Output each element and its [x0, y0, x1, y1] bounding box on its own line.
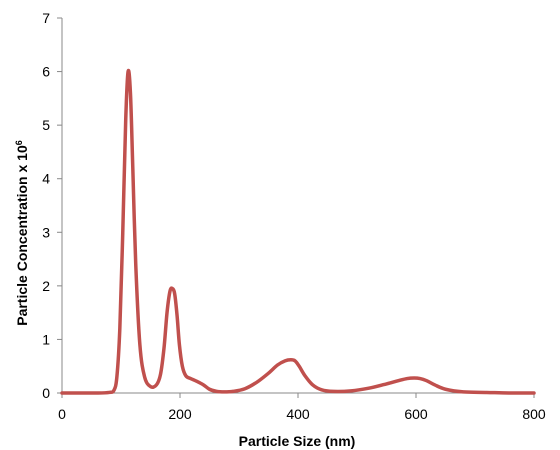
- y-tick-label: 5: [42, 117, 50, 133]
- y-tick-label: 7: [42, 10, 50, 26]
- y-tick-label: 6: [42, 64, 50, 80]
- x-tick-label: 0: [58, 406, 66, 422]
- x-tick-label: 400: [286, 406, 310, 422]
- x-axis-title: Particle Size (nm): [239, 433, 356, 449]
- y-tick-label: 3: [42, 224, 50, 240]
- y-tick-label: 1: [42, 331, 50, 347]
- y-axis-title: Particle Concentration x 106: [14, 140, 30, 326]
- y-tick-label: 4: [42, 171, 50, 187]
- y-tick-label: 0: [42, 385, 50, 401]
- y-tick-label: 2: [42, 278, 50, 294]
- series-line: [60, 68, 536, 395]
- x-tick-label: 600: [404, 406, 428, 422]
- x-tick-label: 200: [168, 406, 192, 422]
- plot-area: 0 1 2 3 4 5 6 7 0 200 400 600 800: [42, 10, 546, 422]
- y-axis-title-exponent: 6: [14, 140, 24, 145]
- x-tick-label: 800: [522, 406, 546, 422]
- y-axis-title-main: Particle Concentration x 10: [14, 145, 30, 326]
